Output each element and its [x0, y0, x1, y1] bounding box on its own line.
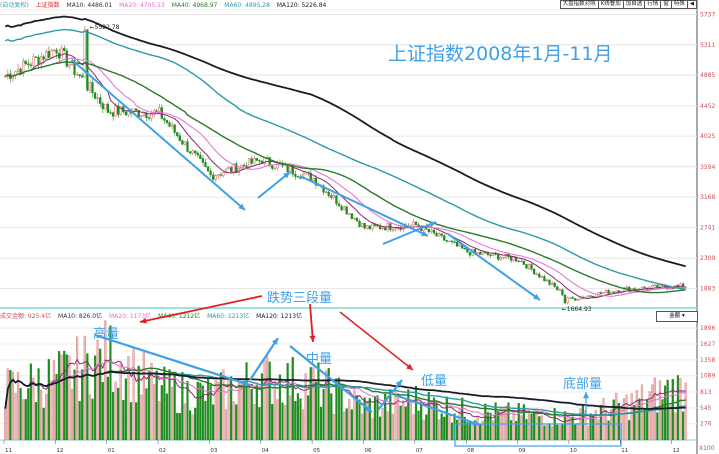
- month-tick: 08: [467, 448, 474, 454]
- month-tick: 11: [5, 448, 12, 454]
- volume-legend: 成交金额: 925.4亿 MA10: 826.0亿 MA20: 1173亿 MA…: [0, 312, 307, 321]
- month-tick: 12: [673, 448, 680, 454]
- month-tick: 01: [108, 448, 115, 454]
- volume-axis-tick: 1896: [700, 325, 715, 332]
- legend-vol-ma60: MA60: 1213亿: [207, 313, 250, 320]
- volume-axis-tick: 276: [700, 421, 712, 428]
- collapse-button[interactable]: ◀: [686, 0, 697, 9]
- month-tick: 12: [56, 448, 63, 454]
- volume-axis-tick: 1627: [700, 341, 715, 348]
- price-legend: (自动复权) 上证指数 MA10: 4486.01 MA20: 4705.13 …: [0, 1, 331, 10]
- month-tick: 04: [262, 448, 269, 454]
- legend-ma20: MA20: 4705.13: [119, 2, 165, 9]
- month-tick: 03: [210, 448, 217, 454]
- price-axis-tick: 3168: [700, 194, 715, 201]
- volume-axis-tick: 813: [700, 389, 712, 396]
- month-tick: 10: [570, 448, 577, 454]
- month-tick: 07: [416, 448, 423, 454]
- price-axis-tick: 4452: [700, 103, 715, 110]
- legend-vol-ma40: MA40: 1212亿: [158, 313, 201, 320]
- low-volume-annotation: 低量: [421, 374, 447, 389]
- volume-indicator-select[interactable]: 金额 ▾: [656, 311, 698, 322]
- legend-vol-ma20: MA20: 1173亿: [108, 313, 152, 320]
- price-axis-tick: 4025: [700, 133, 715, 140]
- month-tick: 11: [621, 448, 628, 454]
- legend-ma60: MA60: 4895.28: [224, 2, 270, 9]
- chart-title-annotation: 上证指数2008年1月-11月: [388, 43, 612, 65]
- legend-vol-ma120: MA120: 1213亿: [256, 313, 303, 320]
- bottom-volume-annotation: 底部量: [563, 376, 602, 392]
- legend-prefix: (自动复权): [0, 2, 29, 9]
- mid-volume-annotation: 中量: [306, 352, 332, 367]
- low-price-label: ←1664.93: [562, 306, 592, 313]
- month-tick: 05: [313, 448, 320, 454]
- high-price-label: ←5522.78: [90, 24, 120, 31]
- volume-axis-tick: 545: [700, 405, 712, 412]
- month-tick: 09: [519, 448, 526, 454]
- month-tick: 02: [159, 448, 166, 454]
- volume-axis-tick: 1358: [700, 357, 715, 364]
- legend-ma120: MA120: 5226.84: [276, 2, 327, 9]
- price-axis-tick: 3594: [700, 164, 715, 171]
- volume-unit: X100: [699, 445, 715, 452]
- price-axis-tick: 2309: [700, 255, 715, 262]
- trend-volume-annotation: 跌势三段量: [267, 290, 332, 306]
- legend-ma10: MA10: 4486.01: [66, 2, 113, 9]
- high-volume-annotation: 高量: [93, 326, 119, 342]
- price-axis-tick: 2741: [700, 224, 715, 231]
- volume-axis-tick: 1089: [700, 373, 715, 380]
- legend-index-name: 上证指数: [35, 2, 60, 9]
- legend-ma40: MA40: 4968.97: [171, 2, 218, 9]
- price-axis-tick: 4885: [700, 72, 715, 79]
- chart-toolbar: 大盘指数对照 K线叠加 加自选 行情 窗 特殊 ◀: [559, 0, 697, 9]
- month-tick: 06: [364, 448, 371, 454]
- price-axis-tick: 1883: [700, 285, 715, 292]
- legend-amount: 成交金额: 925.4亿: [0, 313, 52, 320]
- price-axis-tick: 5737: [700, 11, 715, 18]
- legend-vol-ma10: MA10: 826.0亿: [58, 313, 103, 320]
- price-axis-tick: 5311: [700, 42, 715, 49]
